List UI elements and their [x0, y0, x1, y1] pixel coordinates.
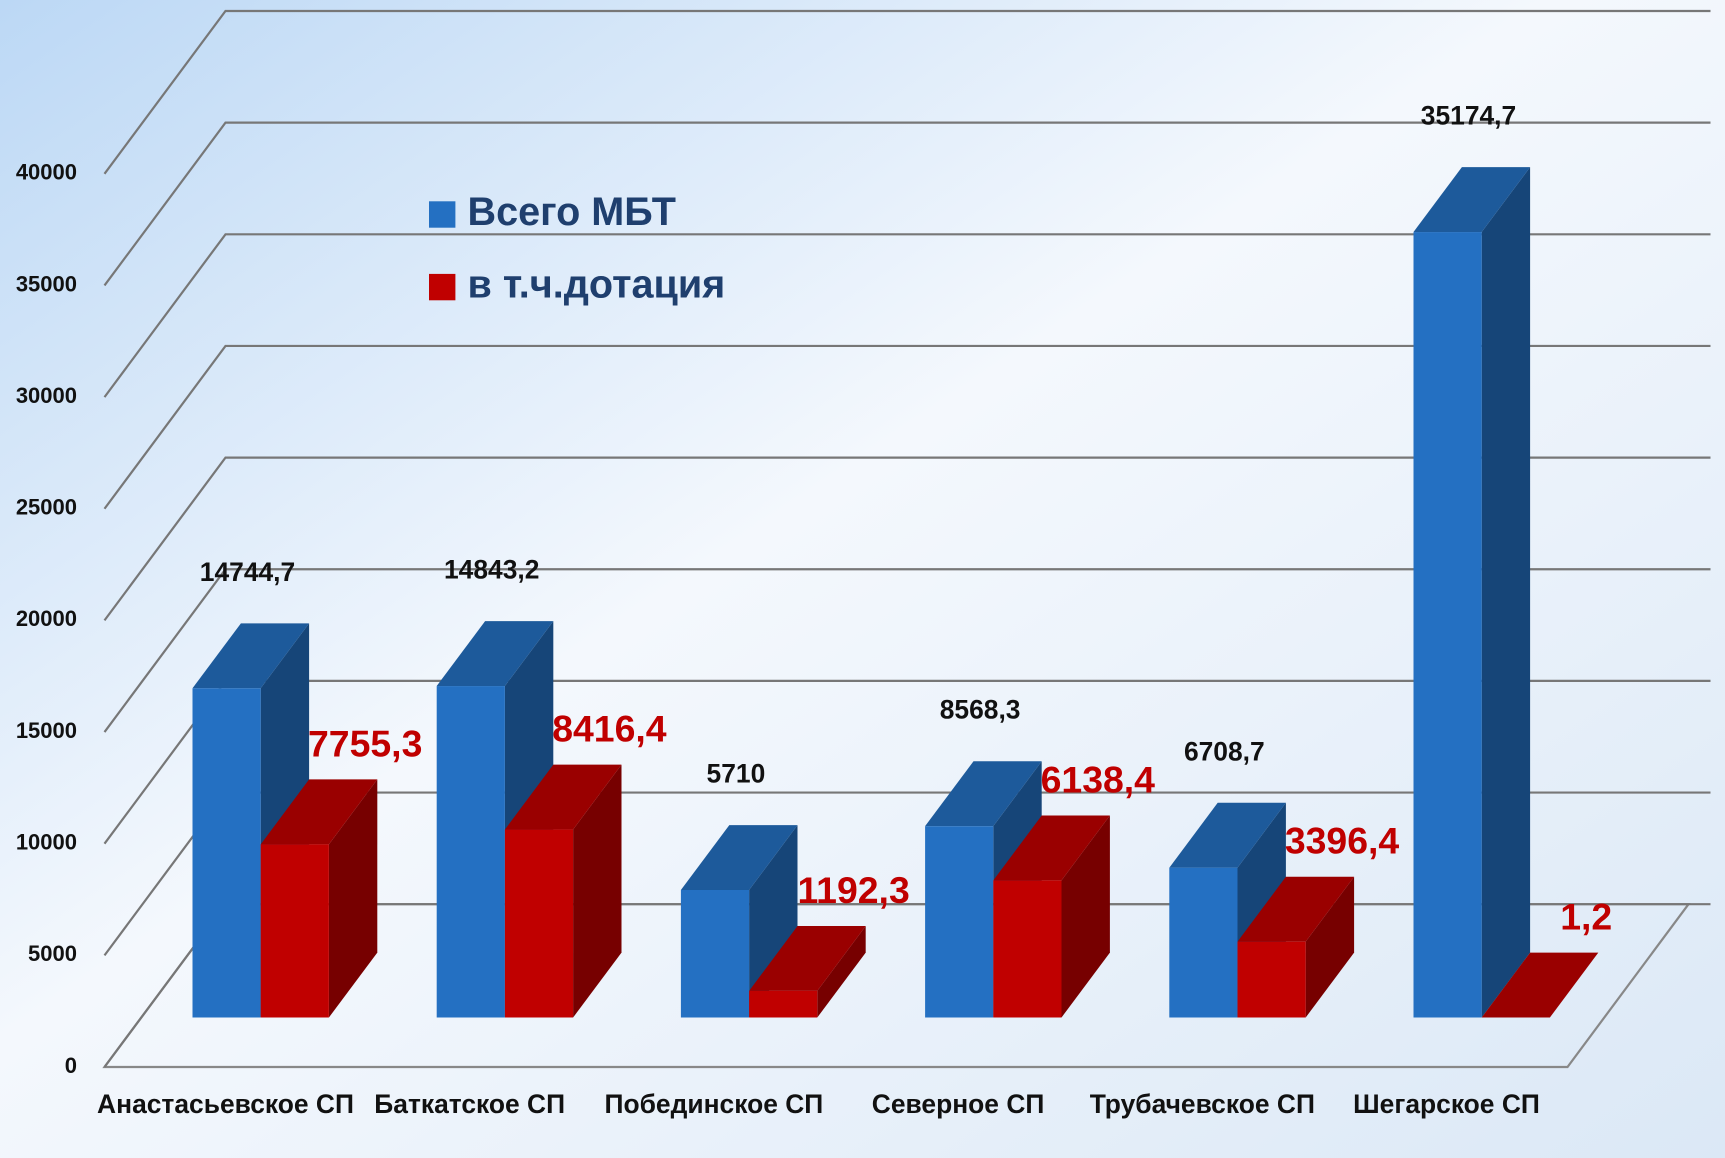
- y-tick-label: 25000: [16, 495, 77, 520]
- value-label: 8416,4: [552, 708, 667, 750]
- value-label: 5710: [707, 759, 766, 789]
- value-label: 7755,3: [308, 722, 422, 764]
- legend-swatch: [429, 201, 455, 227]
- y-tick-label: 40000: [16, 160, 77, 185]
- value-label: 14744,7: [200, 557, 295, 587]
- bar-front: [993, 880, 1061, 1017]
- x-tick-label-box: Баткатское СП: [338, 1089, 602, 1158]
- bar-front: [261, 844, 329, 1017]
- x-tick-label-box: Побединское СП: [582, 1089, 846, 1158]
- y-tick-label: 10000: [16, 830, 77, 855]
- bar-side: [1482, 167, 1530, 1017]
- legend-label: в т.ч.дотация: [468, 263, 726, 307]
- bar-front: [681, 890, 749, 1018]
- bar-front: [1414, 232, 1482, 1017]
- bar-front: [1238, 942, 1306, 1018]
- legend-swatch: [429, 274, 455, 300]
- chart: 0 5000 10000 15000 20000 25000 30000 35000 40000…: [0, 0, 1725, 1158]
- value-label: 8568,3: [940, 695, 1021, 725]
- x-tick-label-box: Трубачевское СП: [1070, 1089, 1334, 1158]
- bar-front: [925, 826, 993, 1017]
- value-label: 6138,4: [1041, 758, 1156, 800]
- x-tick-label: Северное СП: [826, 1089, 1090, 1122]
- bar-front: [749, 991, 817, 1018]
- bar: [1414, 167, 1531, 1017]
- value-label: 6708,7: [1184, 736, 1265, 766]
- bar-front: [1169, 868, 1237, 1018]
- bar-front: [505, 830, 573, 1018]
- legend-label: Всего МБТ: [468, 190, 676, 234]
- value-label: 3396,4: [1285, 820, 1400, 862]
- x-tick-label: Трубачевское СП: [1070, 1089, 1334, 1122]
- x-tick-label-box: Анастасьевское СП: [94, 1089, 358, 1158]
- bar-front: [193, 688, 261, 1017]
- y-tick-label: 35000: [16, 271, 77, 296]
- x-tick-label-box: Шегарское СП: [1315, 1089, 1579, 1158]
- y-tick-label: 20000: [16, 606, 77, 631]
- x-tick-label: Баткатское СП: [338, 1089, 602, 1122]
- value-label: 14843,2: [444, 555, 539, 585]
- value-label: 35174,7: [1421, 101, 1516, 131]
- y-tick-label: 15000: [16, 718, 77, 743]
- bar-front: [437, 686, 505, 1017]
- value-label: 1192,3: [797, 869, 909, 911]
- x-tick-label-box: Северное СП: [826, 1089, 1090, 1158]
- x-tick-label: Анастасьевское СП: [94, 1089, 358, 1122]
- value-label: 1,2: [1560, 895, 1612, 937]
- y-tick-label: 0: [65, 1053, 77, 1078]
- x-tick-label: Побединское СП: [582, 1089, 846, 1122]
- x-tick-label: Шегарское СП: [1315, 1089, 1579, 1122]
- y-tick-label: 5000: [28, 941, 77, 966]
- y-tick-label: 30000: [16, 383, 77, 408]
